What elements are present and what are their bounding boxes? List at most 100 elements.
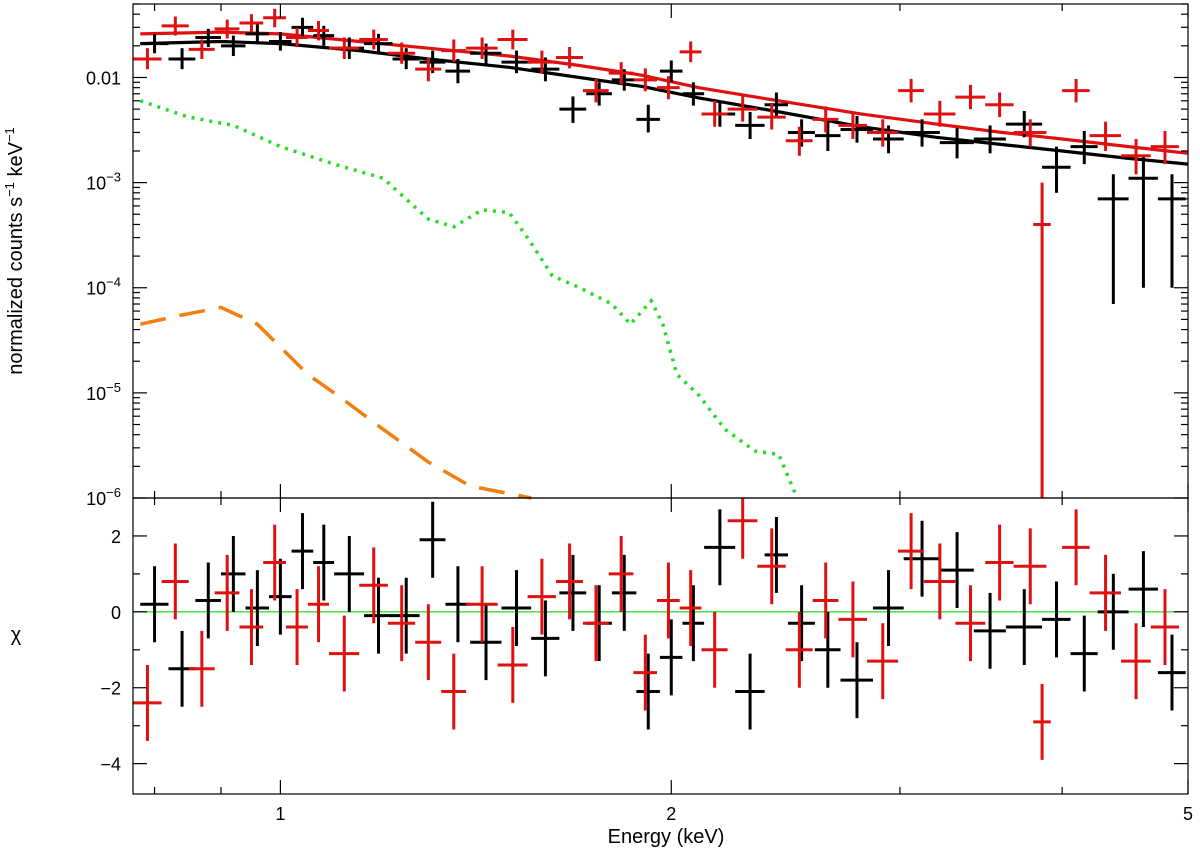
residual-point-set1-33	[1042, 581, 1071, 658]
spectrum-point-set2-5	[263, 8, 287, 28]
spectrum-point-set1-31	[973, 125, 1006, 154]
spectrum-point-set2-31	[955, 84, 986, 110]
spectrum-point-set2-36	[1089, 121, 1122, 151]
residual-point-set2-30	[923, 543, 956, 620]
spectrum-point-set1-17	[586, 82, 612, 106]
spectrum-point-set2-30	[923, 100, 956, 127]
spectrum-point-set1-29	[903, 119, 940, 147]
spectrum-point-set2-35	[1062, 78, 1090, 103]
residual-point-set1-34	[1070, 615, 1098, 692]
spectrum-point-set2-3	[214, 19, 240, 39]
residual-point-set1-32	[1005, 589, 1043, 665]
residual-point-set2-10	[387, 585, 416, 662]
residual-point-set1-12	[445, 566, 471, 643]
residual-point-set1-27	[840, 642, 873, 719]
spectrum-point-set1-1	[168, 48, 196, 70]
residual-point-set2-4	[239, 589, 264, 665]
spectrum-point-set1-9	[364, 33, 393, 54]
residual-point-set2-18	[608, 535, 634, 612]
residual-point-set2-35	[1062, 509, 1090, 586]
spectrum-point-set1-34	[1070, 130, 1098, 165]
spectrum-point-set2-18	[608, 62, 634, 85]
spectrum-point-set1-14	[501, 50, 532, 74]
residual-point-set1-16	[559, 554, 587, 631]
spectrum-point-set2-38	[1150, 130, 1179, 165]
residual-point-set2-17	[582, 585, 609, 662]
spectrum-point-set1-10	[392, 48, 420, 70]
residual-point-set2-38	[1150, 589, 1179, 665]
residual-point-set2-5	[263, 524, 287, 601]
x-tick-label-1: 1	[275, 804, 285, 824]
residual-point-set2-29	[898, 513, 924, 590]
spectrum-y-axis-title: normalized counts s−1 keV−1	[2, 127, 27, 375]
residual-point-set2-33	[1013, 528, 1047, 605]
spectrum-point-set1-24	[764, 92, 789, 118]
data-points	[133, 8, 1186, 498]
y-tick-label: 10−3	[86, 170, 121, 194]
spectrum-point-set2-7	[307, 20, 329, 41]
spectrum-point-set2-34	[1033, 182, 1051, 498]
residual-point-set2-26	[812, 562, 839, 639]
residual-point-set2-13	[466, 566, 498, 643]
dotted-component-line	[139, 99, 799, 499]
spectrum-point-set2-19	[633, 68, 657, 92]
spectrum-point-set1-0	[140, 33, 169, 54]
residual-point-set2-0	[133, 664, 162, 741]
spectrum-point-set1-16	[559, 96, 587, 123]
chi-tick-label: −4	[100, 755, 121, 775]
residual-point-set2-37	[1121, 623, 1151, 700]
spectrum-point-set1-33	[1042, 146, 1071, 193]
residual-point-set2-23	[727, 498, 758, 559]
residual-point-set1-8	[334, 535, 365, 612]
chi-tick-label: 2	[111, 527, 121, 547]
residual-point-set2-21	[679, 570, 702, 646]
residual-point-set2-32	[985, 524, 1014, 601]
spectrum-point-set2-37	[1121, 138, 1151, 175]
spectrum-point-set1-19	[636, 104, 660, 133]
residual-point-set1-35	[1097, 573, 1129, 650]
residual-point-set1-18	[611, 554, 637, 631]
residual-point-set1-7	[313, 524, 335, 601]
y-tick-label: 10−4	[86, 275, 121, 299]
chi-tick-label: 0	[111, 603, 121, 623]
spectrum-point-set2-2	[188, 39, 215, 59]
spectrum-point-set1-3	[220, 35, 246, 57]
spectrum-point-set1-21	[682, 82, 705, 106]
residual-point-set1-21	[682, 585, 705, 662]
x-tick-label-5: 5	[1183, 804, 1193, 824]
dashed-component-line	[139, 305, 532, 500]
spectrum-point-set2-23	[727, 96, 758, 122]
spectrum-point-set1-30	[939, 128, 974, 159]
residual-point-set2-28	[867, 623, 899, 700]
residuals-y-axis-title: χ	[11, 624, 22, 646]
spectrum-point-set2-0	[133, 48, 162, 70]
residual-point-set2-25	[785, 611, 813, 688]
residual-point-set1-11	[419, 501, 446, 578]
spectrum-point-set2-6	[286, 28, 308, 47]
spectrum-point-set2-15	[527, 50, 556, 74]
spectrum-point-set1-4	[245, 24, 269, 44]
spectrum-point-set2-32	[985, 92, 1014, 118]
residual-point-set2-36	[1089, 554, 1122, 631]
spectrum-point-set1-35	[1097, 174, 1129, 305]
spectrum-point-set2-22	[701, 100, 728, 127]
residual-point-set2-20	[656, 562, 680, 639]
residual-point-set2-24	[757, 528, 786, 605]
spectrum-point-set2-8	[328, 37, 360, 59]
spectrum-point-set2-27	[838, 111, 868, 139]
residual-point-set1-2	[195, 562, 221, 639]
residual-point-set1-26	[814, 611, 841, 688]
residual-point-set1-37	[1157, 634, 1186, 711]
residual-point-set1-22	[704, 509, 736, 586]
residuals-frame	[132, 497, 1189, 795]
spectrum-point-set1-23	[735, 111, 765, 139]
residual-point-set1-31	[973, 592, 1006, 669]
residual-points	[133, 498, 1188, 760]
spectrum-point-set2-12	[441, 39, 467, 63]
residual-point-set2-12	[441, 653, 467, 730]
residual-point-set1-23	[735, 653, 765, 730]
residual-point-set1-4	[245, 570, 269, 646]
spectrum-point-set2-26	[812, 106, 839, 133]
residual-point-set1-24	[764, 516, 789, 593]
